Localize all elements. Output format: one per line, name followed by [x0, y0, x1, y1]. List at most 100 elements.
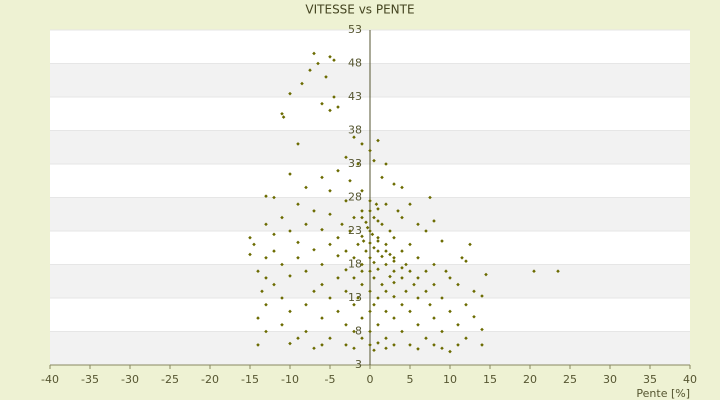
- point: [416, 347, 420, 351]
- point: [300, 81, 304, 86]
- point: [288, 341, 292, 346]
- point: [372, 276, 376, 280]
- point: [440, 329, 444, 334]
- point: [400, 215, 404, 220]
- point: [344, 343, 348, 347]
- point: [432, 282, 436, 287]
- point: [332, 95, 336, 99]
- point: [408, 309, 412, 314]
- point: [384, 242, 388, 247]
- point: [320, 262, 324, 267]
- y-tick-label: 38: [348, 124, 362, 137]
- point: [372, 302, 376, 307]
- point: [280, 215, 284, 220]
- point: [424, 336, 428, 340]
- point: [368, 199, 372, 203]
- point: [380, 222, 384, 227]
- point: [328, 242, 332, 247]
- point: [532, 269, 536, 273]
- x-tick-label: 30: [603, 373, 617, 386]
- point: [428, 195, 432, 200]
- point: [296, 240, 300, 245]
- point: [460, 256, 464, 260]
- x-axis-label: Pente [%]: [636, 387, 690, 400]
- point: [384, 202, 388, 206]
- point: [472, 314, 476, 319]
- point: [424, 269, 428, 273]
- y-tick-label: 8: [355, 325, 362, 338]
- x-tick-label: -10: [281, 373, 299, 386]
- point: [372, 158, 376, 163]
- x-tick-label: 5: [407, 373, 414, 386]
- point: [400, 276, 404, 280]
- point: [280, 262, 284, 267]
- point: [248, 235, 252, 240]
- point: [360, 269, 364, 273]
- point: [356, 296, 360, 300]
- point: [440, 346, 444, 351]
- point: [416, 323, 420, 327]
- point: [328, 108, 332, 113]
- point: [348, 229, 352, 233]
- point: [264, 276, 268, 280]
- point: [388, 252, 392, 257]
- point: [320, 175, 324, 180]
- point: [448, 349, 452, 354]
- point: [376, 239, 380, 243]
- x-tick-label: 25: [563, 373, 577, 386]
- point: [328, 189, 332, 193]
- point: [424, 289, 428, 294]
- point: [288, 274, 292, 278]
- point: [400, 185, 404, 190]
- point: [380, 175, 384, 180]
- point: [412, 282, 416, 287]
- point: [320, 343, 324, 347]
- x-tick-label: 0: [367, 373, 374, 386]
- point: [368, 343, 372, 347]
- point: [472, 289, 476, 294]
- point: [376, 219, 380, 223]
- point: [288, 229, 292, 233]
- point: [372, 348, 376, 353]
- point: [376, 296, 380, 300]
- point: [480, 343, 484, 347]
- point: [256, 316, 260, 320]
- point: [312, 51, 316, 56]
- point: [312, 247, 316, 252]
- point: [480, 294, 484, 298]
- point: [384, 249, 388, 253]
- point: [456, 282, 460, 287]
- point: [372, 260, 376, 265]
- point: [280, 323, 284, 327]
- x-tick-label: -40: [41, 373, 59, 386]
- point: [360, 336, 364, 340]
- point: [328, 212, 332, 217]
- point: [272, 232, 276, 237]
- point: [368, 256, 372, 260]
- x-tick-label: 40: [683, 373, 697, 386]
- point: [368, 269, 372, 273]
- point: [324, 75, 328, 79]
- x-tick-label: 15: [483, 373, 497, 386]
- x-tick-label: -15: [241, 373, 259, 386]
- point: [432, 219, 436, 223]
- point: [344, 199, 348, 203]
- point: [432, 343, 436, 347]
- point: [392, 235, 396, 240]
- point: [360, 215, 364, 220]
- point: [328, 296, 332, 300]
- point: [400, 302, 404, 307]
- point: [281, 115, 286, 119]
- point: [280, 111, 284, 116]
- point: [272, 249, 276, 253]
- point: [432, 262, 436, 267]
- point: [320, 227, 324, 232]
- y-tick-label: 28: [348, 191, 362, 204]
- point: [408, 343, 412, 347]
- point: [296, 336, 300, 340]
- point: [392, 343, 396, 347]
- point: [296, 142, 300, 146]
- point: [248, 252, 252, 257]
- y-tick-label: 3: [355, 358, 362, 371]
- point: [332, 58, 336, 62]
